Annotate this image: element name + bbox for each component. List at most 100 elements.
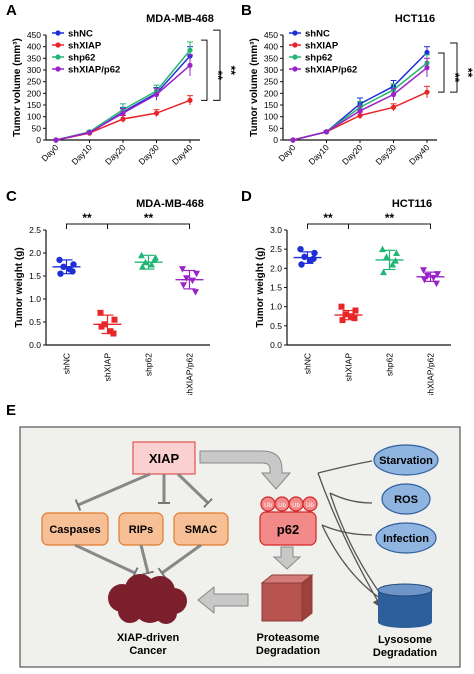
y-tick-label: 400 (264, 42, 278, 52)
sig-bracket-1 (438, 52, 445, 93)
y-tick-label: 50 (32, 123, 42, 133)
rips-label: RIPs (129, 524, 153, 536)
data-point (120, 110, 126, 116)
y-tick-label: 200 (264, 88, 278, 98)
smac-label: SMAC (185, 524, 217, 536)
y-tick-label: 200 (27, 88, 41, 98)
sig-label-2: ** (224, 66, 237, 76)
data-point (338, 303, 345, 310)
panel-b-label: B (241, 2, 252, 19)
panel-c-title: MDA-MB-468 (136, 198, 204, 210)
starvation-ellipse (373, 444, 439, 476)
y-tick-label: 150 (264, 100, 278, 110)
legend-marker (55, 42, 61, 48)
data-point (390, 104, 397, 110)
sig-label-2: ** (144, 211, 154, 225)
data-point (420, 267, 427, 274)
x-tick-label: shNC (62, 353, 72, 374)
ub-label-1: Ub (264, 503, 272, 509)
legend-label: shXIAP/p62 (68, 65, 120, 76)
sig-label-1: ** (82, 211, 92, 225)
y-tick-label: 100 (27, 112, 41, 122)
y-tick-label: 2.0 (29, 248, 41, 258)
legend-marker (292, 42, 298, 48)
legend-marker (55, 30, 61, 36)
data-point (390, 91, 397, 98)
y-tick-label: 450 (27, 30, 41, 40)
data-point (138, 251, 145, 259)
xiap-box (132, 441, 196, 475)
starvation-label: Starvation (379, 455, 433, 467)
data-point (120, 116, 126, 122)
y-tick-label: 1.0 (270, 302, 282, 312)
data-point (297, 245, 304, 253)
x-tick-label: Day40 (407, 142, 432, 167)
panel-d-label: D (241, 188, 252, 205)
sig-bracket-2 (107, 223, 190, 229)
panel-a-title: MDA-MB-468 (146, 13, 214, 25)
data-point (192, 289, 199, 296)
data-point (180, 282, 187, 289)
ros-ellipse (381, 483, 431, 515)
data-point (351, 315, 358, 322)
y-tick-label: 150 (27, 100, 41, 110)
data-point (183, 275, 190, 282)
y-tick-label: 1.0 (29, 294, 41, 304)
data-point (179, 266, 186, 273)
x-tick-label: shp62 (144, 353, 154, 376)
y-tick-label: 2.5 (29, 225, 41, 235)
legend-label: shp62 (305, 53, 332, 64)
xiap-inhibit-caspases (78, 472, 151, 505)
rips-inhibit-cancer (139, 544, 148, 573)
y-tick-label: 3.0 (270, 225, 282, 235)
x-tick-label: Day0 (39, 142, 60, 163)
data-point (153, 91, 160, 98)
cancer-icon (108, 574, 187, 624)
y-tick-label: 350 (264, 53, 278, 63)
smac-inhibit-cancer (162, 543, 202, 573)
xiap-label: XIAP (149, 451, 180, 466)
xiap-to-p62-arrow (199, 450, 292, 490)
legend-marker (292, 66, 298, 72)
y-tick-label: 300 (27, 65, 41, 75)
x-tick-label: Day20 (103, 142, 128, 167)
panel-a-label: A (6, 2, 17, 19)
panel-c: C MDA-MB-468 0.0 0.5 1.0 1.5 2.0 2.5 Tumor wei… (6, 188, 210, 395)
sig-bracket-1 (201, 39, 208, 101)
sig-bracket-2 (450, 42, 458, 93)
x-tick-label: shp62 (385, 353, 395, 376)
x-tick-label: Day20 (340, 142, 365, 167)
data-point (352, 307, 359, 314)
sig-label-1: ** (323, 211, 333, 225)
data-point (187, 97, 193, 103)
x-tick-label: shXIAP/p62 (426, 353, 436, 395)
y-tick-label: 2.5 (270, 244, 282, 254)
data-point (69, 268, 76, 275)
data-point (98, 323, 105, 330)
data-point (290, 137, 296, 143)
legend-label: shp62 (68, 53, 95, 64)
y-tick-label: 250 (264, 77, 278, 87)
ub-chain: Ub Ub Ub Ub (260, 496, 318, 512)
y-tick-label: 300 (264, 65, 278, 75)
x-tick-label: Day10 (306, 142, 331, 167)
data-point (421, 276, 428, 284)
y-tick-label: 350 (27, 53, 41, 63)
data-point (424, 89, 430, 95)
legend-label: shNC (68, 29, 93, 40)
y-tick-label: 400 (27, 42, 41, 52)
legend-marker (292, 30, 298, 36)
y-tick-label: 1.5 (270, 283, 282, 293)
x-tick-label: Day30 (373, 142, 398, 167)
x-tick-label: shXIAP (344, 353, 354, 382)
panel-d-title: HCT116 (392, 198, 432, 210)
y-axis-label: Tumor volume (mm³) (12, 38, 23, 137)
y-axis-label: Tumor volume (mm³) (249, 38, 260, 137)
ub-label-2: Ub (278, 503, 286, 509)
panel-e-label: E (6, 402, 16, 419)
cancer-label-1: XIAP-driven (117, 632, 180, 644)
panel-c-label: C (6, 188, 17, 205)
x-tick-label: Day30 (136, 142, 161, 167)
p62-box (259, 511, 317, 546)
